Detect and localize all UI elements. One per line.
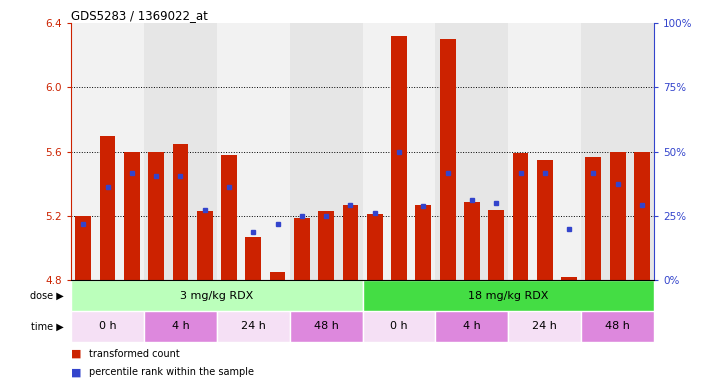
Bar	[415, 205, 432, 280]
Bar	[294, 218, 310, 280]
Bar	[488, 210, 504, 280]
Bar	[435, 23, 508, 280]
Bar	[75, 216, 91, 280]
Bar	[269, 272, 286, 280]
Bar	[363, 23, 435, 280]
Text: 24 h: 24 h	[533, 321, 557, 331]
Bar	[217, 23, 290, 280]
Bar	[464, 202, 480, 280]
Bar	[581, 311, 654, 342]
Text: 0 h: 0 h	[390, 321, 408, 331]
Bar	[585, 157, 602, 280]
Bar	[148, 152, 164, 280]
Bar	[508, 23, 581, 280]
Bar	[513, 153, 528, 280]
Bar	[221, 155, 237, 280]
Text: percentile rank within the sample: percentile rank within the sample	[89, 367, 254, 377]
Text: 48 h: 48 h	[314, 321, 338, 331]
Text: GDS5283 / 1369022_at: GDS5283 / 1369022_at	[71, 9, 208, 22]
Text: 4 h: 4 h	[463, 321, 481, 331]
Bar	[71, 23, 144, 280]
Bar	[144, 23, 217, 280]
Bar	[363, 280, 654, 311]
Bar	[71, 280, 363, 311]
Text: transformed count: transformed count	[89, 349, 180, 359]
Bar	[217, 311, 290, 342]
Bar	[634, 152, 650, 280]
Bar	[610, 152, 626, 280]
Bar	[537, 160, 552, 280]
Bar	[124, 152, 140, 280]
Bar	[100, 136, 115, 280]
Text: 4 h: 4 h	[171, 321, 189, 331]
Bar	[173, 144, 188, 280]
Text: 3 mg/kg RDX: 3 mg/kg RDX	[180, 291, 254, 301]
Bar	[197, 211, 213, 280]
Text: 24 h: 24 h	[241, 321, 266, 331]
Text: 0 h: 0 h	[99, 321, 117, 331]
Bar	[290, 311, 363, 342]
Bar	[435, 311, 508, 342]
Bar	[319, 211, 334, 280]
Text: 18 mg/kg RDX: 18 mg/kg RDX	[468, 291, 549, 301]
Bar	[290, 23, 363, 280]
Bar	[439, 39, 456, 280]
Bar	[245, 237, 261, 280]
Bar	[561, 277, 577, 280]
Text: time ▶: time ▶	[31, 321, 64, 331]
Bar	[508, 311, 581, 342]
Text: 48 h: 48 h	[605, 321, 630, 331]
Bar	[363, 311, 435, 342]
Bar	[367, 214, 383, 280]
Bar	[581, 23, 654, 280]
Bar	[391, 36, 407, 280]
Bar	[71, 311, 144, 342]
Bar	[343, 205, 358, 280]
Text: dose ▶: dose ▶	[31, 291, 64, 301]
Bar	[144, 311, 217, 342]
Text: ■: ■	[71, 367, 82, 377]
Text: ■: ■	[71, 349, 82, 359]
